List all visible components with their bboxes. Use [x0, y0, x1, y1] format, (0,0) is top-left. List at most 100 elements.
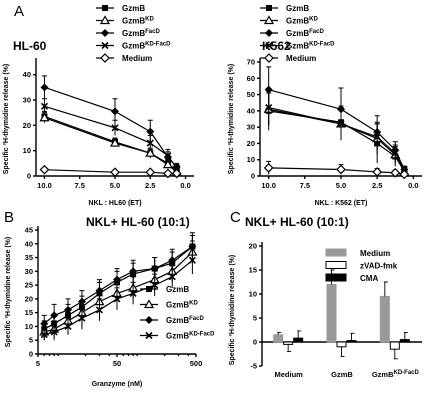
series-diamond — [40, 232, 197, 332]
x-tick-label: 5.0 — [110, 181, 120, 190]
data-point — [113, 275, 121, 284]
y-tick-label: 10 — [249, 290, 257, 299]
series-line — [44, 105, 178, 169]
category-label-text: GzmB — [372, 370, 394, 379]
category-label: GzmBKD-FacD — [372, 370, 420, 379]
data-point — [145, 147, 156, 157]
legend-label-text: GzmB — [122, 17, 145, 26]
legend-label: Medium — [360, 249, 390, 258]
y-tick-label: 15 — [249, 266, 257, 275]
y-tick-label: 20 — [25, 294, 33, 303]
series-cross — [265, 89, 408, 174]
legend-label: GzmBKD — [122, 17, 154, 26]
y-tick-label: 10 — [23, 146, 31, 155]
data-point — [400, 165, 408, 174]
data-point — [64, 322, 72, 331]
legend-label-sup: KD — [145, 17, 154, 23]
x-tick-label: 500 — [190, 359, 203, 368]
legend-marker — [145, 331, 153, 340]
data-point — [390, 167, 401, 178]
legend-marker — [146, 286, 152, 292]
series-line — [44, 86, 178, 168]
y-tick-label: 20 — [23, 121, 31, 130]
chart-inhibitor-bar-plot: NKL+ HL-60 (10:1) -5 0 5 10 15 20 Specific ³H-t… — [229, 215, 422, 379]
bar — [399, 339, 410, 343]
error-bar — [393, 349, 398, 360]
series-cross — [40, 98, 181, 173]
data-point — [110, 167, 120, 178]
data-point — [40, 102, 49, 110]
legend-swatch — [325, 273, 347, 282]
x-tick-label: 5 — [36, 359, 40, 368]
legend-label-text: GzmB — [166, 285, 189, 294]
category-label: GzmB — [331, 370, 353, 379]
x-tick-label: 7.5 — [300, 181, 310, 190]
data-point — [337, 120, 345, 128]
data-point — [39, 164, 50, 175]
data-point — [77, 297, 86, 306]
x-axis-label: NKL : K562 (ET) — [315, 200, 368, 207]
panel-letter-c: C — [230, 209, 241, 226]
legend-label-text: GzmB — [286, 29, 309, 38]
y-tick-label: 5 — [253, 314, 257, 323]
x-axis-label: NKL : HL60 (ET) — [88, 200, 141, 207]
series-line — [44, 169, 177, 175]
series-diamond — [264, 66, 409, 174]
data-point — [40, 83, 49, 92]
y-tick-label: 0 — [251, 172, 255, 181]
panel-letter-a: A — [14, 3, 24, 20]
data-point — [109, 137, 121, 147]
y-tick-label: 0 — [253, 338, 257, 347]
data-point — [113, 295, 121, 303]
error-bar — [350, 332, 355, 341]
legend-label-text: GzmB — [166, 316, 189, 325]
x-tick-label: 5.0 — [336, 181, 346, 190]
data-point — [372, 167, 383, 177]
data-point — [263, 163, 274, 173]
legend-label-text: GzmB — [286, 42, 309, 51]
legend-label-text: GzmB — [122, 42, 145, 51]
data-point — [151, 281, 159, 289]
legend-label: GzmBKD — [286, 17, 318, 26]
legend-label-text: GzmB — [122, 29, 145, 38]
data-point — [171, 168, 182, 179]
series-open-diamond — [39, 164, 182, 179]
series-line — [44, 259, 193, 336]
legend-label: GzmBKD — [166, 301, 198, 310]
y-tick-label: 10 — [25, 322, 33, 331]
category-label-sup: KD-FacD — [393, 370, 419, 376]
x-tick-label: 10.0 — [261, 181, 276, 190]
data-point — [162, 159, 173, 169]
data-point — [146, 139, 154, 147]
legend-label: GzmB — [122, 4, 145, 13]
legend-label-sup: FacD — [189, 316, 204, 322]
error-bar — [277, 331, 282, 335]
bar — [283, 341, 294, 345]
data-point — [336, 164, 346, 175]
data-point — [399, 169, 410, 180]
y-tick-label: 20 — [247, 139, 255, 148]
legend-marker — [266, 5, 272, 11]
series-line — [268, 110, 405, 172]
legend-marker — [101, 29, 109, 37]
y-axis-label: Specific ³H-thymidine release (%) — [3, 64, 10, 174]
y-tick-label: 0 — [27, 172, 31, 181]
error-bar — [287, 344, 292, 353]
series-square — [265, 90, 408, 175]
y-tick-label: 40 — [25, 239, 33, 248]
data-point — [95, 286, 104, 295]
y-tick-label: 35 — [25, 253, 33, 262]
legend-label-sup: KD-FacD — [309, 42, 335, 48]
y-tick-label: 70 — [247, 58, 255, 67]
panel-letter-b: B — [4, 209, 14, 226]
data-point — [163, 168, 173, 179]
chart-title: NKL+ HL-60 (10:1) — [245, 215, 349, 229]
legend-marker — [265, 41, 273, 50]
data-point — [391, 149, 399, 157]
data-point — [373, 133, 381, 141]
series-line — [268, 167, 405, 175]
x-tick-label: 0.0 — [180, 181, 190, 190]
legend-label-sup: KD-FacD — [145, 42, 171, 48]
